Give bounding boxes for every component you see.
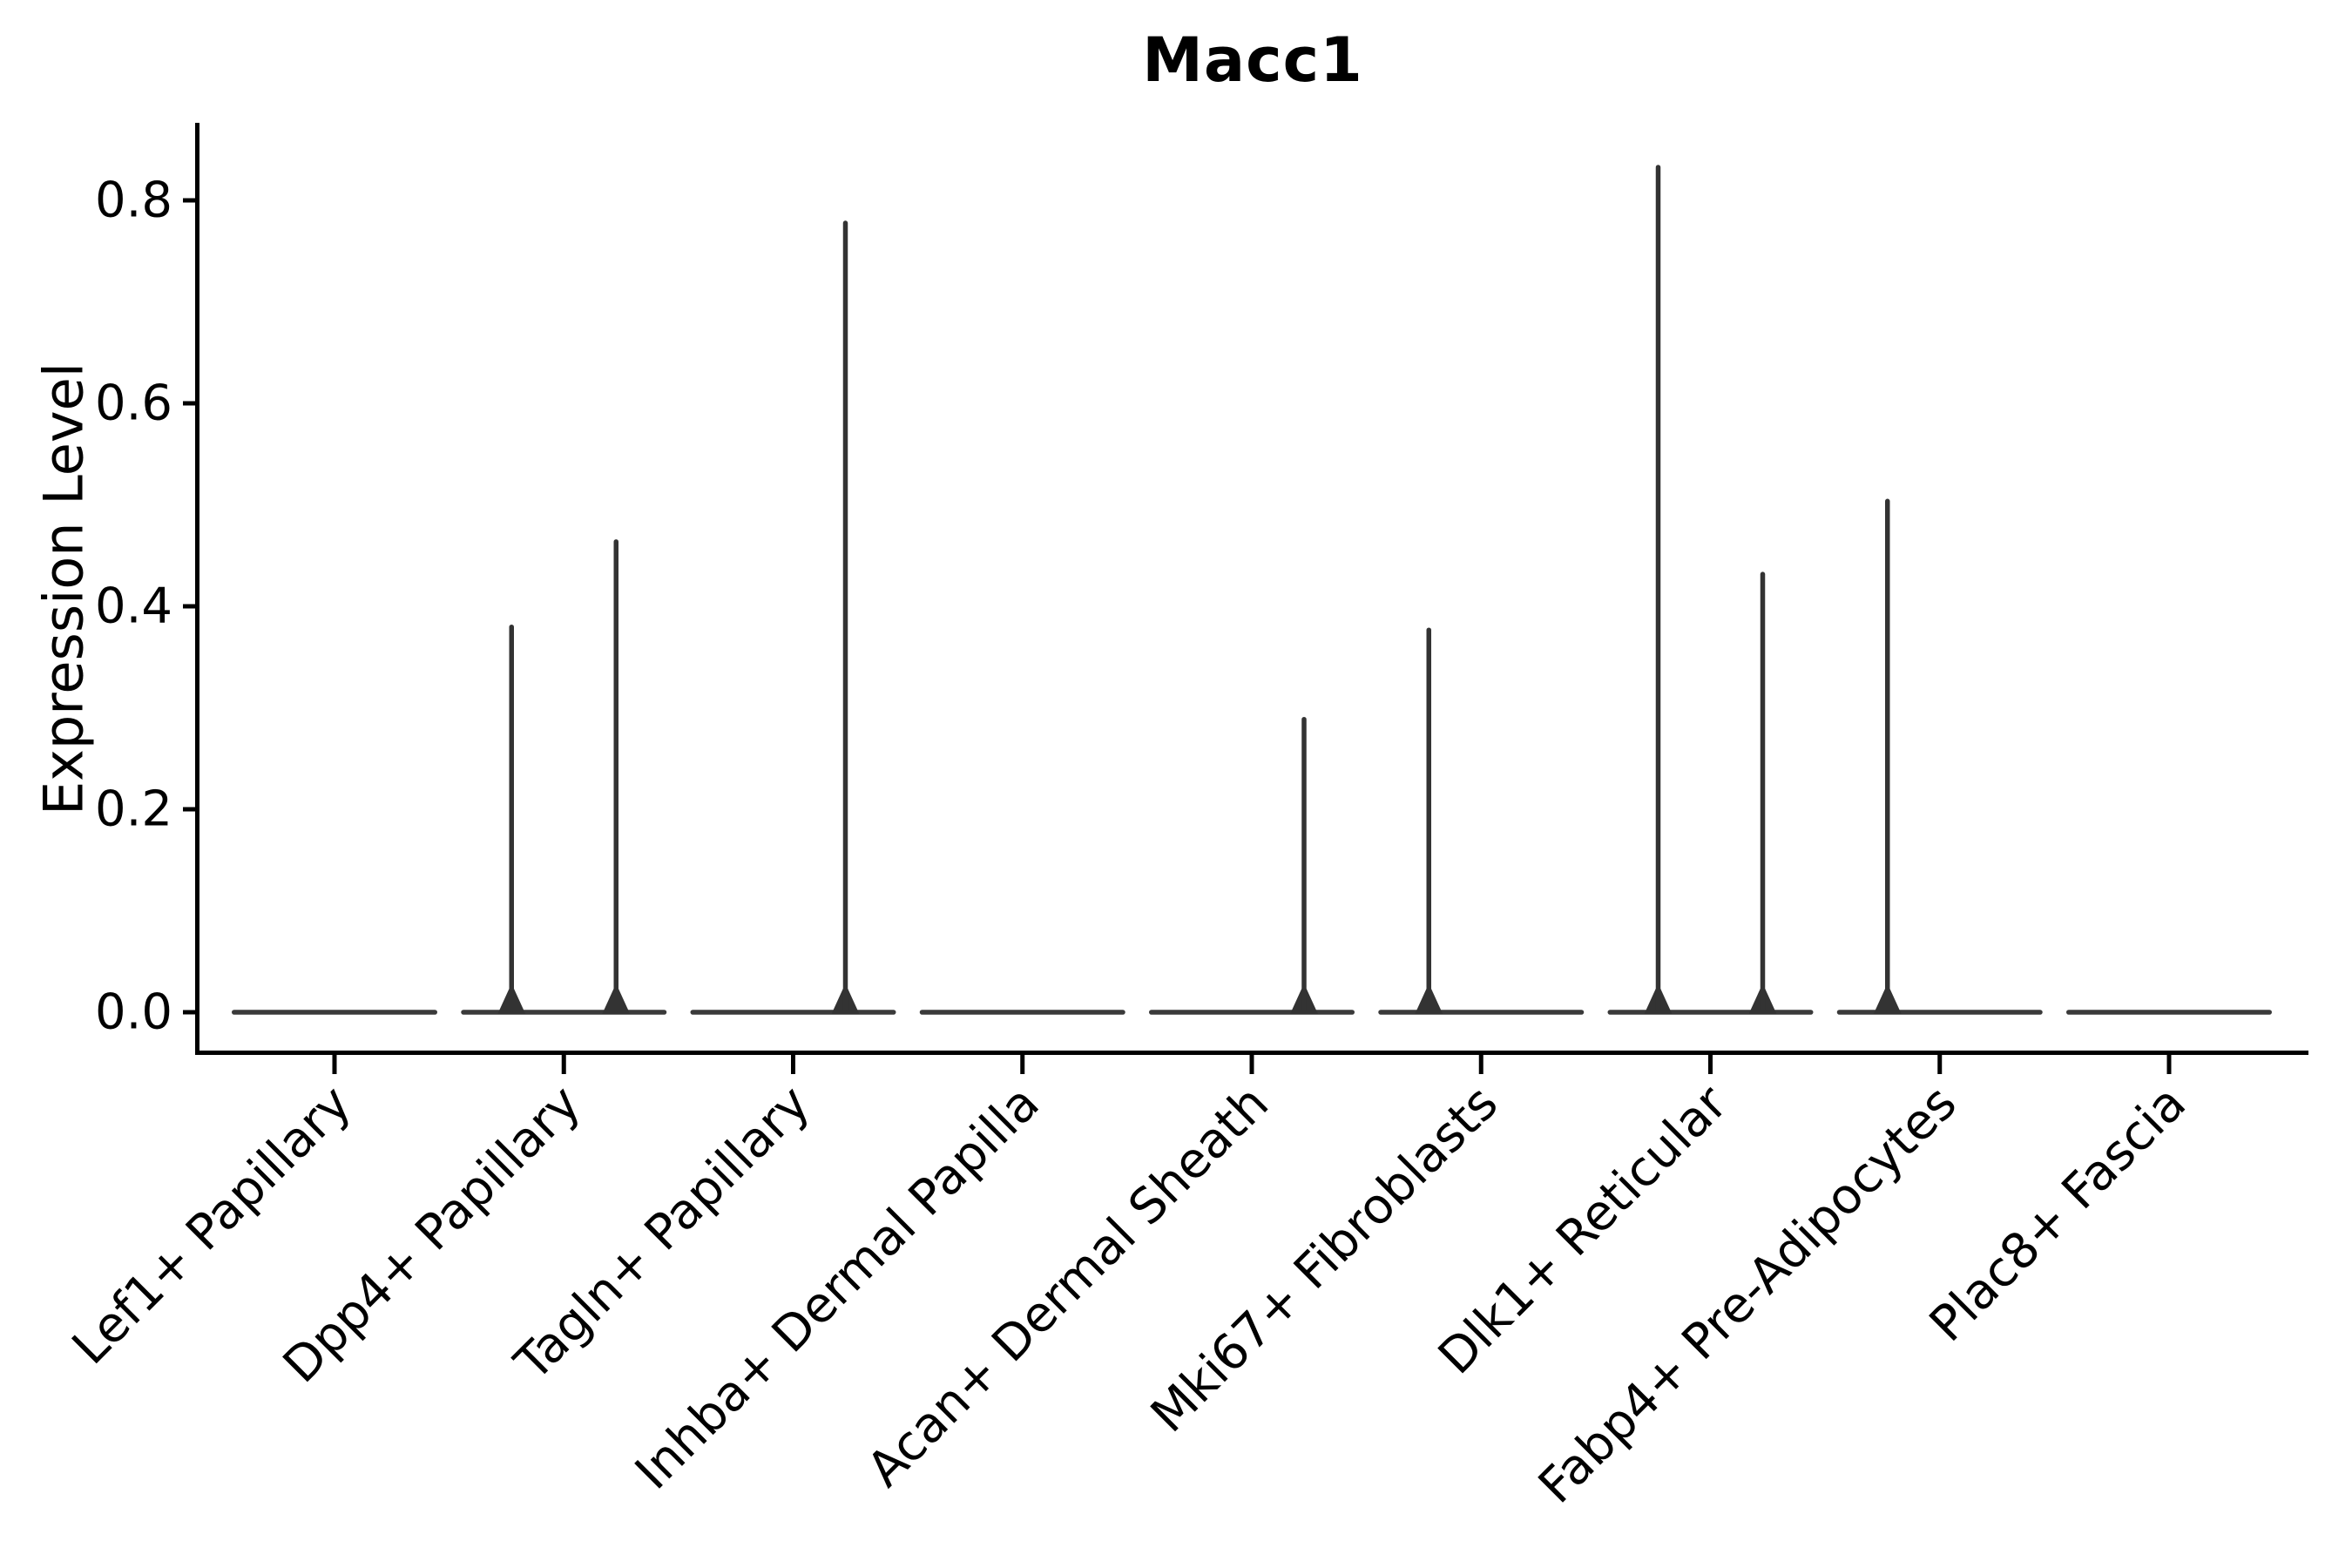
violin-spike: [1426, 627, 1431, 1012]
violin-body: [1607, 1010, 1814, 1015]
y-axis-label: Expression Level: [31, 362, 96, 815]
violin-body: [690, 1010, 896, 1015]
y-axis-tick-label: 0.0: [95, 984, 172, 1041]
x-axis-tick-label: Acan+ Dermal Sheath: [856, 1075, 1280, 1498]
violin-spike: [509, 624, 514, 1012]
violin-spike: [1301, 716, 1307, 1012]
violin-body: [232, 1010, 437, 1015]
y-axis-tick-label: 0.6: [95, 375, 172, 432]
violin-layer: [232, 165, 2272, 1015]
axis-layer: [195, 123, 2308, 1055]
violin-body: [1378, 1010, 1585, 1015]
violin-spike: [1760, 571, 1766, 1012]
violin-spike: [1655, 165, 1661, 1013]
y-axis-tick-label: 0.8: [95, 172, 172, 229]
chart-title: Macc1: [1142, 24, 1363, 96]
violin-body: [461, 1010, 667, 1015]
violin-spike: [613, 539, 618, 1012]
x-axis-tick-label: Inhba+ Dermal Papilla: [625, 1075, 1051, 1501]
violin-spike: [1885, 498, 1890, 1012]
violin-spike: [842, 220, 848, 1013]
y-axis-tick-label: 0.4: [95, 578, 172, 635]
x-axis-tick-label: Fabp4+ Pre-Adipocytes: [1528, 1075, 1968, 1515]
violin-body: [2066, 1010, 2272, 1015]
violin-body: [919, 1010, 1125, 1015]
violin-body: [1836, 1010, 2043, 1015]
violin-body: [1149, 1010, 1355, 1015]
y-axis-tick-label: 0.2: [95, 781, 172, 838]
